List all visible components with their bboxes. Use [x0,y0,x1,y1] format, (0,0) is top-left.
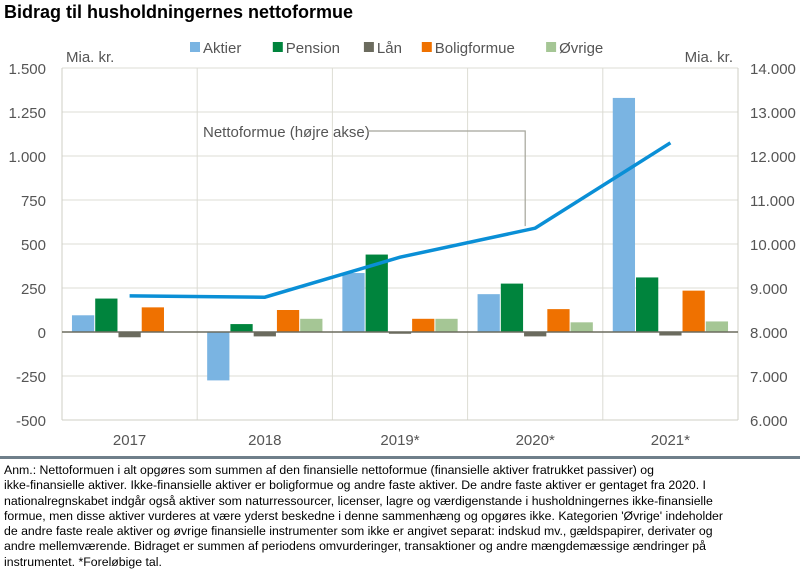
right-tick-label: 10.000 [750,237,796,254]
bar-lån [388,332,412,334]
legend-swatch-lån [363,42,374,52]
bar-pension [230,324,253,332]
x-tick-label: 2018 [248,432,281,449]
footnote-line: de andre faste reale aktiver og øvrige f… [4,524,713,539]
annotation-label: Nettoformue (højre akse) [203,124,370,141]
separator [0,456,800,459]
left-tick-label: -500 [16,413,46,430]
bar-boligformue [682,290,705,332]
right-tick-label: 6.000 [750,413,788,430]
right-tick-label: 13.000 [750,105,796,122]
bar-øvrige [705,321,729,332]
bar-boligformue [141,307,164,332]
chart: -500 -250 0 250 500 750 1.000 1.250 1.500 6.000 7.… [8,40,796,449]
footnote-line: ikke-finansielle aktiver. Ikke-finansiel… [4,478,706,493]
legend-swatch-boligformue [421,42,432,52]
footnote-line: nationalregnskabet indgår også aktiver s… [4,493,713,508]
footnote-line: formue, men disse aktiver vurderes at væ… [4,508,723,523]
x-tick-label: 2021* [651,432,690,449]
bar-aktier [612,97,636,332]
legend-swatch-øvrige [546,42,557,52]
legend-swatch-pension [272,42,283,52]
bar-aktier [71,315,95,332]
left-tick-label: 1.000 [8,149,46,166]
footnote-line: andre mellemværende. Bidraget er summen … [4,539,706,554]
bar-pension [365,254,388,332]
right-tick-label: 9.000 [750,281,788,298]
bar-aktier [207,332,230,381]
bar-boligformue [412,318,435,332]
footnote-line: Anm.: Nettoformuen i alt opgøres som sum… [4,463,654,477]
legend-label: Lån [377,40,402,57]
bar-aktier [477,294,500,332]
right-axis-unit: Mia. kr. [685,49,733,66]
legend-label: Øvrige [559,40,603,57]
left-tick-label: 750 [21,193,46,210]
left-tick-label: 0 [38,325,46,342]
series-line-nettoformue [129,141,672,299]
footnote: Anm.: Nettoformuen i alt opgøres som sum… [4,463,796,570]
bar-øvrige [300,318,323,332]
bar-pension [95,298,118,332]
bar-pension [500,283,524,332]
right-tick-label: 12.000 [750,149,796,166]
right-tick-label: 14.000 [750,61,796,78]
bar-øvrige [435,318,458,332]
chart-title: Bidrag til husholdningernes nettoformue [4,2,354,22]
left-tick-label: 1.500 [8,61,46,78]
footnote-line: instrumentet. *Foreløbige tal. [4,554,162,569]
bar-lån [118,332,141,338]
annotation-leader [367,130,526,227]
bar-aktier [342,273,365,332]
left-tick-label: 500 [21,237,46,254]
left-axis-unit: Mia. kr. [66,49,114,66]
bar-øvrige [570,322,593,332]
bar-boligformue [547,309,570,332]
left-tick-label: 250 [21,281,46,298]
legend-label: Boligformue [435,40,515,57]
x-tick-label: 2020* [516,432,555,449]
right-tick-label: 8.000 [750,325,788,342]
right-tick-label: 7.000 [750,369,788,386]
bar-lån [524,332,547,337]
bar-pension [636,277,659,332]
x-tick-label: 2017 [113,432,146,449]
legend-swatch-aktier [190,42,200,52]
bar-lån [659,332,682,336]
bar-boligformue [276,310,300,332]
legend-label: Aktier [203,40,241,57]
right-tick-label: 11.000 [750,193,795,210]
bar-lån [253,332,276,337]
left-tick-label: -250 [16,369,46,386]
x-tick-label: 2019* [380,432,419,449]
legend-label: Pension [286,40,340,57]
left-tick-label: 1.250 [8,105,46,122]
